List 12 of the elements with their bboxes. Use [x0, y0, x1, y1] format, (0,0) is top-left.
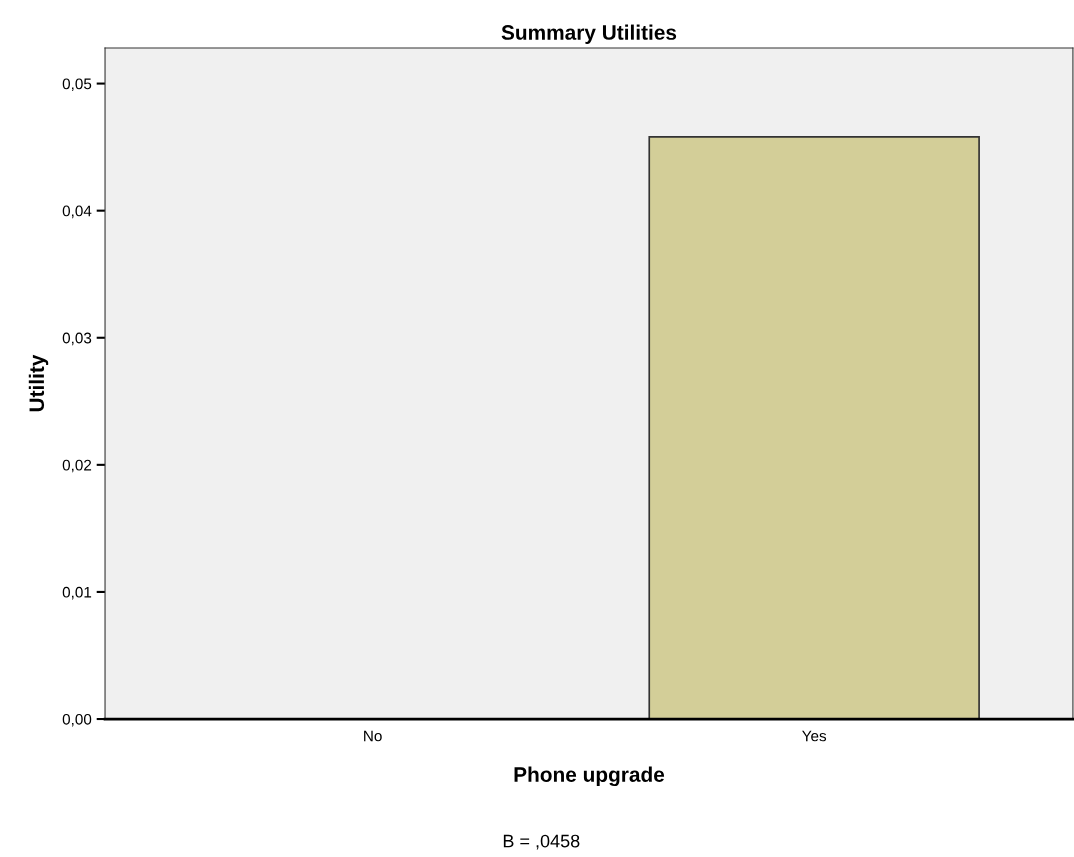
text: B = ,0458 — [503, 834, 580, 850]
chart-title: Summary Utilities — [501, 24, 677, 44]
x-axis-title: Phone upgrade — [514, 766, 665, 787]
y-tick-label: 0,00 — [62, 713, 92, 727]
x-tick-label: Yes — [802, 730, 827, 742]
y-tick-label: 0,05 — [62, 78, 92, 92]
y-tick-label: 0,02 — [62, 459, 92, 473]
y-tick-label: 0,03 — [62, 332, 92, 346]
y-tick-label: 0,01 — [62, 586, 92, 600]
x-tick-label: No — [364, 730, 382, 742]
y-tick-label: 0,04 — [62, 205, 92, 219]
y-axis-title: Utility — [28, 354, 49, 412]
